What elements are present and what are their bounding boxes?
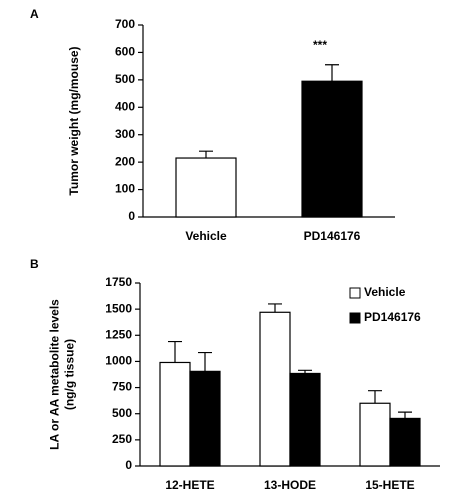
legend-label: PD146176 (364, 310, 421, 324)
bar (189, 370, 221, 467)
bar (159, 361, 191, 467)
y-tick-label: 500 (115, 72, 135, 86)
y-axis-label: Tumor weight (mg/mouse) (67, 46, 81, 195)
error-bar (325, 64, 339, 82)
y-tick-label: 1000 (105, 354, 132, 368)
y-axis-label: LA or AA metabolite levels (48, 299, 62, 450)
bar (359, 402, 391, 467)
x-tick-label: 15-HETE (365, 478, 414, 492)
bar (259, 311, 291, 467)
y-tick-label: 300 (115, 127, 135, 141)
annotation: *** (313, 38, 327, 52)
error-bar (268, 303, 282, 313)
error-bar (368, 390, 382, 404)
x-tick-label: 12-HETE (165, 478, 214, 492)
y-tick-label: 0 (125, 458, 132, 472)
bar (289, 372, 321, 467)
y-axis-label: (ng/g tissue) (63, 339, 77, 410)
y-tick-label: 0 (128, 209, 135, 223)
error-bar (298, 369, 312, 374)
y-tick-label: 400 (115, 99, 135, 113)
x-tick-label: 13-HODE (264, 478, 316, 492)
x-tick-label: PD146176 (304, 229, 361, 243)
bar (301, 80, 363, 218)
x-tick-label: Vehicle (185, 229, 227, 243)
error-bar (168, 340, 182, 363)
error-bar (198, 351, 212, 372)
legend-label: Vehicle (364, 285, 406, 299)
legend-swatch (349, 312, 361, 324)
legend-swatch (349, 287, 361, 299)
y-tick-label: 1750 (105, 275, 132, 289)
panel-label: A (30, 7, 39, 21)
y-tick-label: 200 (115, 154, 135, 168)
error-bar (199, 150, 213, 159)
bar (175, 157, 237, 218)
bar (389, 417, 421, 467)
y-tick-label: 250 (112, 432, 132, 446)
y-tick-label: 750 (112, 380, 132, 394)
y-tick-label: 600 (115, 45, 135, 59)
y-tick-label: 1250 (105, 327, 132, 341)
y-tick-label: 700 (115, 17, 135, 31)
panel-label: B (30, 257, 39, 271)
y-tick-label: 1500 (105, 301, 132, 315)
y-tick-label: 500 (112, 406, 132, 420)
error-bar (398, 411, 412, 419)
y-tick-label: 100 (115, 182, 135, 196)
